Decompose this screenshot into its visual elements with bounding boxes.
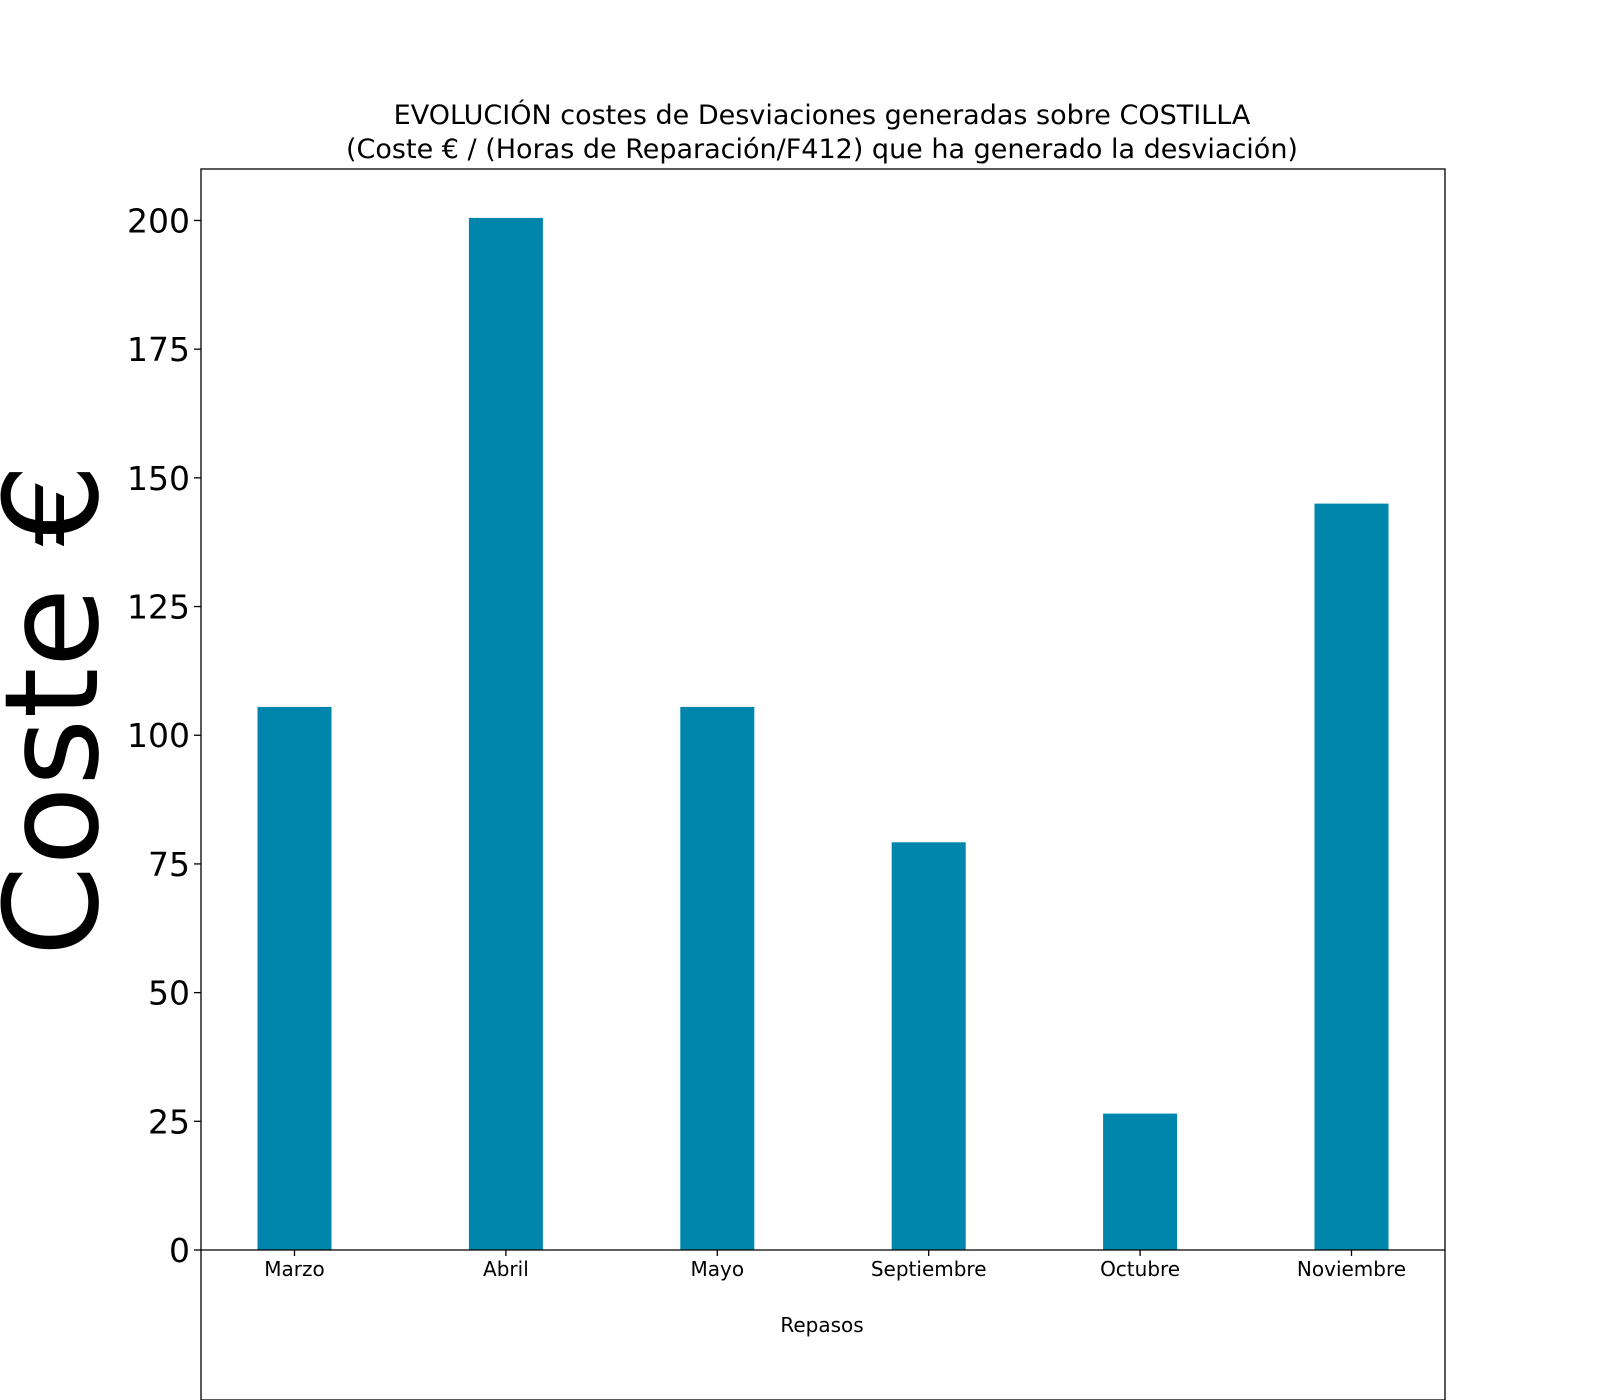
plot-area-frame xyxy=(200,168,1446,1400)
y-tick-label: 175 xyxy=(127,330,190,369)
bars-group xyxy=(257,217,1389,1251)
y-tick-label: 25 xyxy=(148,1102,190,1141)
y-tick-label: 100 xyxy=(127,716,190,755)
y-tick-label: 125 xyxy=(127,588,190,627)
y-tick-label: 150 xyxy=(127,459,190,498)
y-axis-label: Coste € xyxy=(0,463,128,956)
bar-septiembre xyxy=(891,842,966,1250)
bar-abril xyxy=(468,217,543,1251)
bar-noviembre xyxy=(1314,503,1389,1251)
chart-title-line-2: (Coste € / (Horas de Reparación/F412) qu… xyxy=(346,134,1298,165)
chart-title-line-1: EVOLUCIÓN costes de Desviaciones generad… xyxy=(394,99,1251,131)
y-tick-label: 0 xyxy=(169,1231,190,1270)
x-axis: Marzo Abril Mayo Septiembre Octubre Noviembre xyxy=(264,1250,1406,1281)
x-tick-label: Abril xyxy=(483,1257,529,1281)
chart-title: EVOLUCIÓN costes de Desviaciones generad… xyxy=(346,99,1298,165)
y-tick-label: 200 xyxy=(127,201,190,240)
x-tick-label: Septiembre xyxy=(871,1257,987,1281)
x-tick-label: Marzo xyxy=(264,1257,324,1281)
y-tick-label: 75 xyxy=(148,845,190,884)
x-axis-label: Repasos xyxy=(780,1313,863,1337)
y-axis: 0 25 50 75 100 125 150 175 200 xyxy=(127,201,201,1270)
bar-octubre xyxy=(1103,1113,1178,1250)
bar-mayo xyxy=(680,706,755,1250)
x-tick-label: Mayo xyxy=(691,1257,745,1281)
x-tick-label: Octubre xyxy=(1100,1257,1180,1281)
bar-marzo xyxy=(257,706,332,1250)
x-tick-label: Noviembre xyxy=(1297,1257,1406,1281)
y-tick-label: 50 xyxy=(148,974,190,1013)
